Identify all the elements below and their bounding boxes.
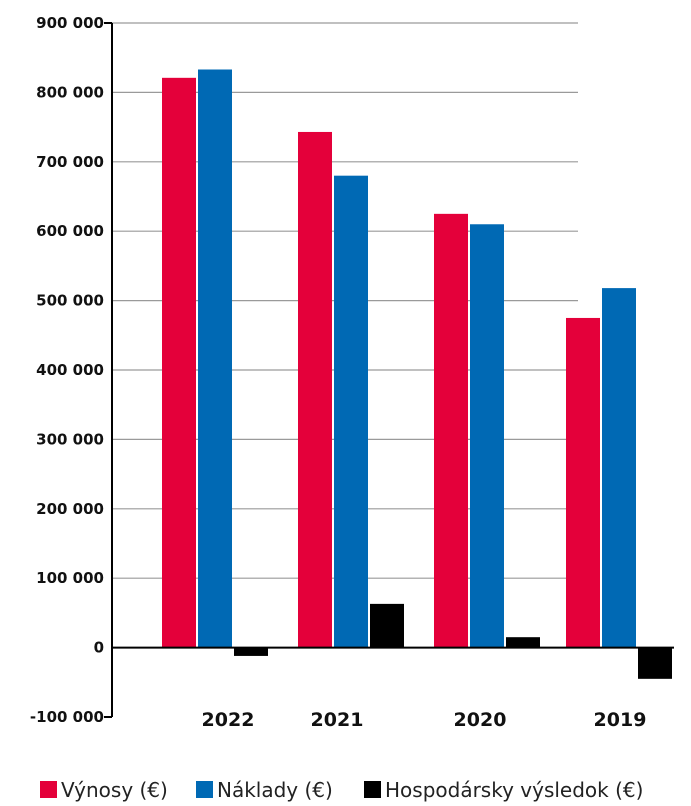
bar-2021-series-0 <box>298 131 332 648</box>
bar-2020-series-1 <box>470 224 504 648</box>
y-tick-label: 800 000 <box>36 83 104 101</box>
bar-2021-series-1 <box>334 175 368 648</box>
y-tick-label: 0 <box>94 639 104 657</box>
legend-swatch-1 <box>196 781 213 798</box>
y-tick-label: 300 000 <box>36 430 104 448</box>
y-tick-label: 500 000 <box>36 292 104 310</box>
bar-2019-series-0 <box>566 317 600 648</box>
x-category-label: 2022 <box>202 709 255 731</box>
legend-swatch-0 <box>40 781 57 798</box>
legend: Výnosy (€) Náklady (€) Hospodársky výsledo… <box>40 778 643 802</box>
y-tick-label: 100 000 <box>36 569 104 587</box>
bar-2020-series-2 <box>506 637 540 648</box>
axes <box>104 22 674 718</box>
bars <box>162 69 672 679</box>
legend-label-1: Náklady (€) <box>217 778 333 802</box>
y-tick-label: -100 000 <box>30 708 104 726</box>
legend-swatch-2 <box>364 781 381 798</box>
legend-label-2: Hospodársky výsledok (€) <box>385 778 643 802</box>
bar-2022-series-1 <box>198 69 232 648</box>
x-category-label: 2019 <box>594 709 647 731</box>
y-tick-labels: 900 000 800 000 700 000 600 000 500 000 400 0… <box>30 14 104 726</box>
bar-2021-series-2 <box>370 603 404 648</box>
y-tick-label: 200 000 <box>36 500 104 518</box>
bar-2019-series-1 <box>602 288 636 648</box>
x-category-labels: 2022 2021 2020 2019 <box>202 709 647 731</box>
x-category-label: 2021 <box>311 709 364 731</box>
y-tick-label: 400 000 <box>36 361 104 379</box>
y-tick-label: 900 000 <box>36 14 104 32</box>
bar-2022-series-2 <box>234 647 268 656</box>
bar-2019-series-2 <box>638 647 672 679</box>
bar-2020-series-0 <box>434 213 468 648</box>
bar-2022-series-0 <box>162 77 196 648</box>
legend-label-0: Výnosy (€) <box>61 778 168 802</box>
x-category-label: 2020 <box>454 709 507 731</box>
y-tick-label: 700 000 <box>36 153 104 171</box>
y-tick-label: 600 000 <box>36 222 104 240</box>
